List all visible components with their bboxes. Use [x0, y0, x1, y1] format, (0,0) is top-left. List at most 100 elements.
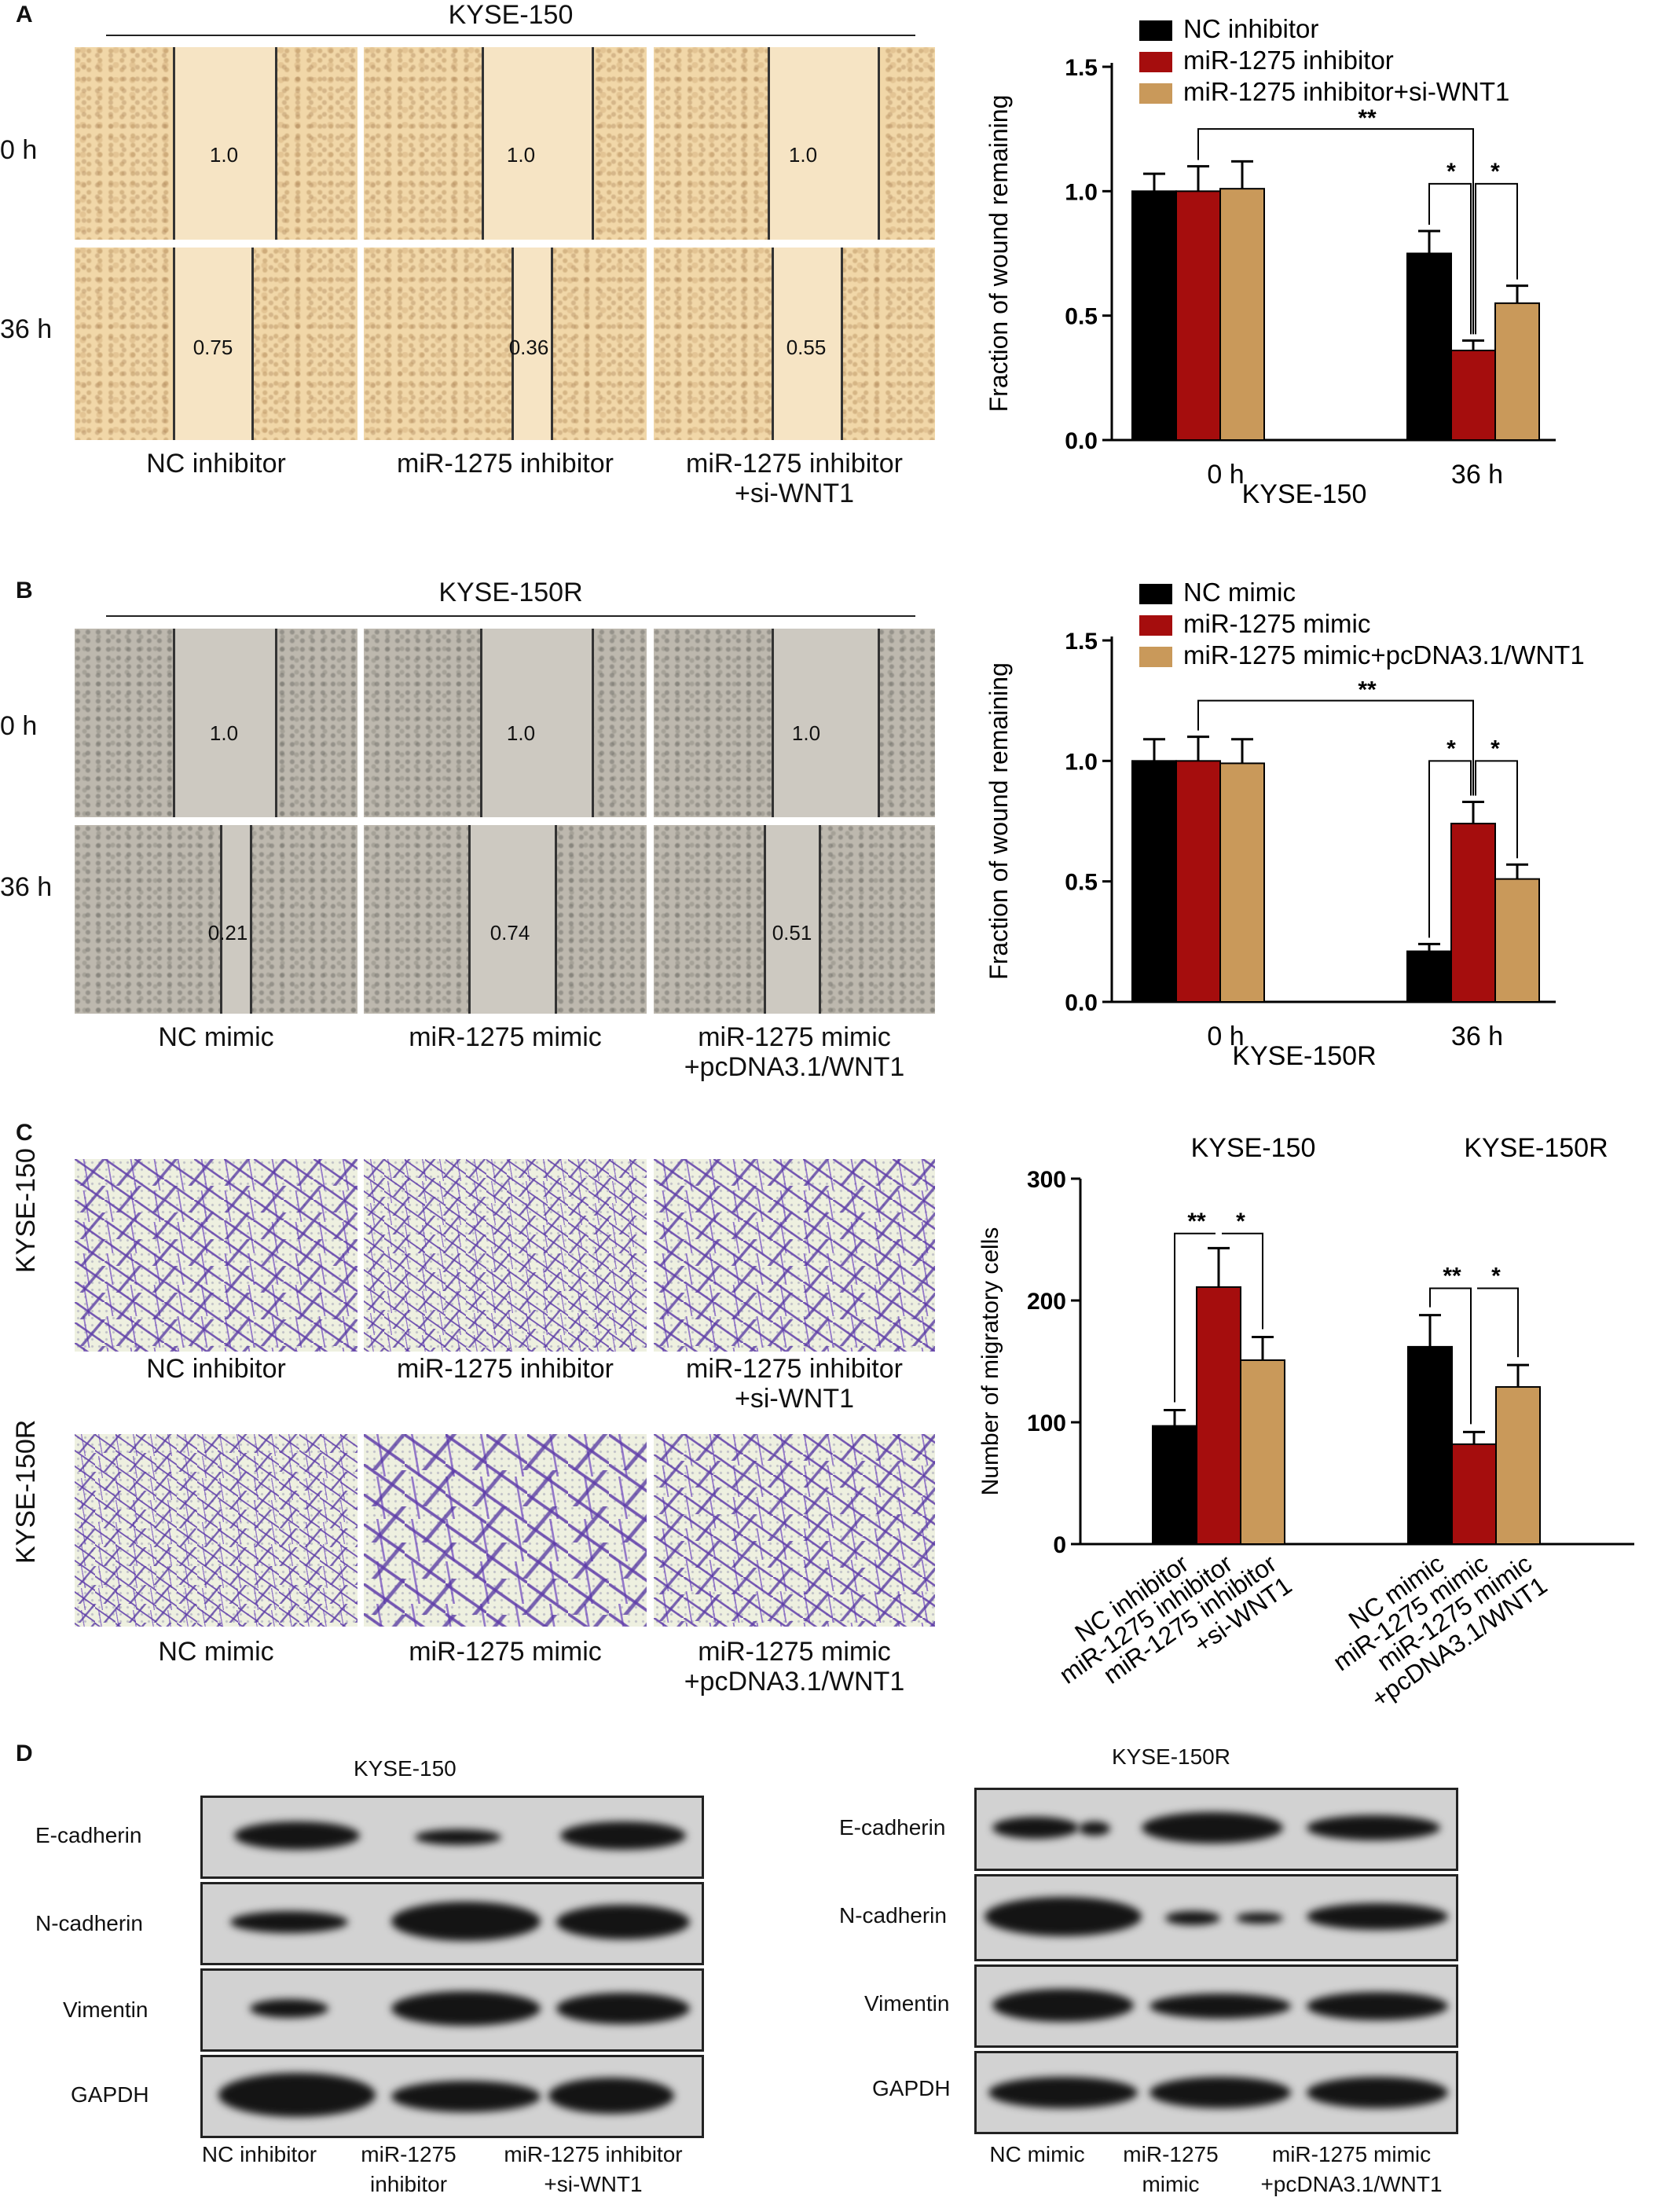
- bar: [1407, 952, 1451, 1002]
- legend-swatch: [1139, 20, 1172, 41]
- panel-c-caption-wnt1-1: miR-1275 mimic: [654, 1636, 935, 1667]
- wound-ratio: 1.0: [792, 721, 820, 746]
- transwell-photo-kyse150r-wnt1: [654, 1434, 935, 1627]
- wound-photo-b-wnt1-0h: 1.0: [654, 629, 935, 817]
- wound-photo-b-nc-36h: 0.21: [75, 825, 358, 1014]
- significance-mark: **: [1187, 1209, 1206, 1234]
- panel-b-caption-nc: NC mimic: [75, 1022, 358, 1053]
- y-tick-label: 0.5: [1065, 304, 1098, 330]
- wound-photo-a-siwnt1-0h: 1.0: [654, 47, 935, 240]
- legend-label: miR-1275 inhibitor+si-WNT1: [1183, 77, 1509, 106]
- legend-label: NC inhibitor: [1183, 14, 1318, 43]
- bar: [1153, 1426, 1197, 1544]
- blot-label-r-gapdh: GAPDH: [872, 2076, 951, 2101]
- blot-label-n-cadherin: N-cadherin: [35, 1911, 143, 1936]
- blot-left-gapdh: [200, 2055, 704, 2138]
- legend-swatch: [1139, 647, 1172, 667]
- bar: [1407, 254, 1451, 441]
- panel-c-caption-siwnt1-2: +si-WNT1: [654, 1383, 935, 1414]
- wound-ratio: 1.0: [210, 721, 238, 746]
- panel-b-title: KYSE-150R: [106, 578, 915, 608]
- panel-a-caption-siwnt1-2: +si-WNT1: [654, 478, 935, 509]
- blot-left-e-cadherin: [200, 1796, 704, 1879]
- bar: [1495, 303, 1539, 440]
- blot-label-e-cadherin: E-cadherin: [35, 1823, 141, 1848]
- wound-ratio: 0.51: [772, 921, 812, 945]
- transwell-photo-kyse150-siwnt1: [654, 1159, 935, 1352]
- x-tick-label: 36 h: [1451, 1022, 1503, 1051]
- blot-label-r-n-cadherin: N-cadherin: [839, 1903, 947, 1928]
- y-tick-label: 200: [1027, 1289, 1066, 1315]
- wound-ratio: 1.0: [789, 143, 817, 167]
- significance-mark: **: [1358, 105, 1377, 131]
- significance-mark: *: [1236, 1209, 1245, 1234]
- significance-mark: *: [1491, 1264, 1501, 1289]
- panel-b-row-36h: 36 h: [0, 872, 52, 903]
- panel-b-caption-wnt1-2: +pcDNA3.1/WNT1: [654, 1051, 935, 1083]
- panel-b-title-line: [106, 615, 915, 617]
- significance-mark: **: [1443, 1264, 1461, 1289]
- significance-mark: *: [1446, 735, 1456, 761]
- panel-d-left-caption-si1: miR-1275 inhibitor: [479, 2141, 707, 2168]
- legend-label: miR-1275 mimic: [1183, 609, 1370, 638]
- legend-swatch: [1139, 83, 1172, 104]
- wound-photo-b-wnt1-36h: 0.51: [654, 825, 935, 1014]
- wound-ratio: 1.0: [507, 143, 535, 167]
- wound-photo-b-mimic-0h: 1.0: [364, 629, 647, 817]
- wound-photo-a-inhibitor-36h: 0.36: [364, 248, 647, 440]
- panel-a-caption-nc: NC inhibitor: [75, 448, 358, 479]
- panel-d-left-caption-si2: +si-WNT1: [479, 2171, 707, 2198]
- blot-right-n-cadherin: [974, 1874, 1458, 1961]
- blot-right-e-cadherin: [974, 1788, 1458, 1871]
- x-tick-label: 0 h: [1207, 460, 1244, 490]
- blot-label-gapdh: GAPDH: [71, 2082, 149, 2107]
- bar: [1496, 1387, 1540, 1544]
- panel-c-caption-nc-inhibitor: NC inhibitor: [75, 1353, 358, 1385]
- panel-d-left-caption-nc: NC inhibitor: [165, 2141, 354, 2168]
- significance-mark: *: [1490, 735, 1500, 761]
- bar: [1408, 1347, 1452, 1544]
- y-tick-label: 0: [1053, 1532, 1066, 1558]
- legend-swatch: [1139, 584, 1172, 604]
- bar: [1132, 761, 1176, 1002]
- y-axis-label: Fraction of wound remaining: [984, 95, 1013, 413]
- y-tick-label: 1.5: [1065, 629, 1098, 655]
- bar: [1176, 761, 1220, 1002]
- panel-b-row-0h: 0 h: [0, 711, 37, 742]
- bar: [1452, 1444, 1496, 1544]
- y-tick-label: 300: [1027, 1167, 1066, 1193]
- group-label: KYSE-150: [1191, 1133, 1316, 1163]
- blot-label-vimentin: Vimentin: [63, 1997, 148, 2023]
- bar: [1197, 1287, 1241, 1544]
- wound-photo-a-siwnt1-36h: 0.55: [654, 248, 935, 440]
- transwell-photo-kyse150r-mimic: [364, 1434, 647, 1627]
- group-label: KYSE-150R: [1464, 1133, 1608, 1163]
- panel-label-b: B: [16, 578, 33, 604]
- y-axis-label: Number of migratory cells: [977, 1227, 1003, 1496]
- panel-d-left-caption-mir2: inhibitor: [330, 2171, 487, 2198]
- wound-ratio: 1.0: [507, 721, 535, 746]
- bar: [1495, 879, 1539, 1002]
- panel-label-d: D: [16, 1741, 33, 1767]
- wound-photo-a-inhibitor-0h: 1.0: [364, 47, 647, 240]
- x-axis-label: KYSE-150: [1242, 479, 1367, 509]
- panel-d-right-caption-wnt1-2: +pcDNA3.1/WNT1: [1234, 2171, 1469, 2198]
- wound-ratio: 0.55: [786, 336, 827, 360]
- legend-swatch: [1139, 615, 1172, 636]
- bar: [1220, 763, 1264, 1002]
- y-tick-label: 1.0: [1065, 749, 1098, 775]
- wound-ratio: 0.75: [193, 336, 233, 360]
- bar: [1132, 191, 1176, 440]
- y-tick-label: 1.0: [1065, 179, 1098, 205]
- panel-d-right-caption-mimic1: miR-1275: [1092, 2141, 1249, 2168]
- panel-d-left-title: KYSE-150: [354, 1756, 456, 1781]
- panel-c-caption-wnt1-2: +pcDNA3.1/WNT1: [654, 1666, 935, 1697]
- wound-ratio: 0.21: [208, 921, 248, 945]
- wound-ratio: 1.0: [210, 143, 238, 167]
- blot-right-vimentin: [974, 1964, 1458, 2048]
- panel-a-title: KYSE-150: [106, 0, 915, 31]
- panel-c-caption-siwnt1-1: miR-1275 inhibitor: [654, 1353, 935, 1385]
- panel-c-caption-mimic: miR-1275 mimic: [364, 1636, 647, 1667]
- legend-label: miR-1275 inhibitor: [1183, 46, 1394, 75]
